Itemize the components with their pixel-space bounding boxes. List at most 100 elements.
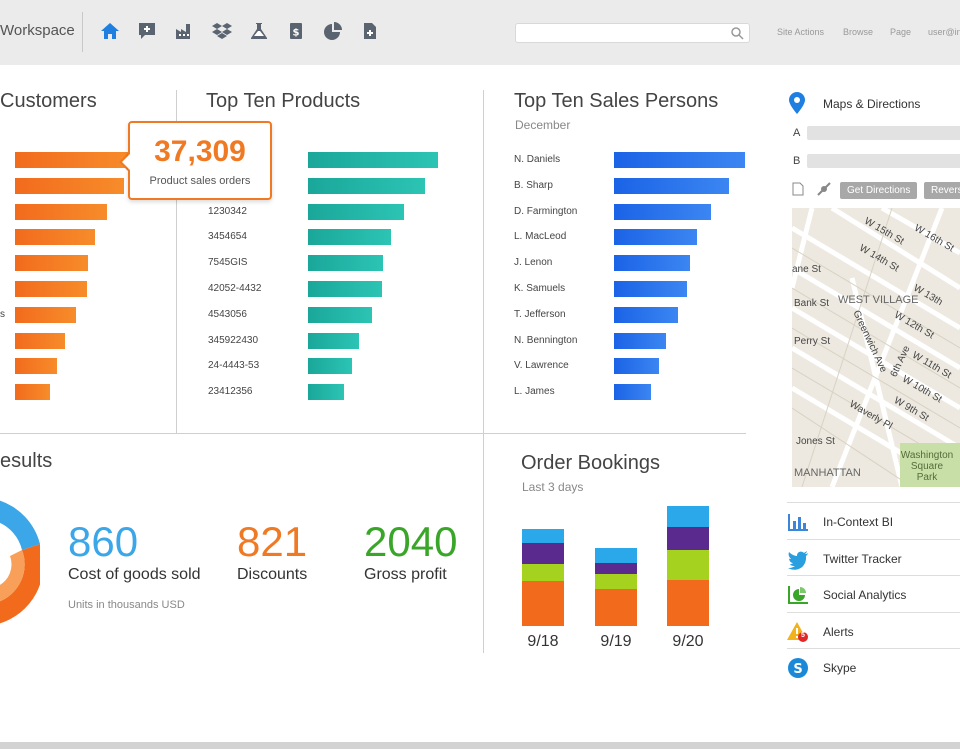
callout-label: Product sales orders — [149, 175, 251, 187]
search-box[interactable] — [515, 23, 750, 43]
app-twitter-tracker[interactable]: Twitter Tracker — [787, 539, 960, 576]
app-skype[interactable]: S Skype — [787, 648, 960, 685]
booking-date-label: 9/20 — [672, 633, 704, 650]
app-label: Social Analytics — [823, 588, 907, 602]
salesperson-bar[interactable] — [614, 229, 697, 246]
units-footnote: Units in thousands USD — [68, 599, 185, 611]
booking-bar-segment[interactable] — [522, 564, 564, 581]
salesperson-bar[interactable] — [614, 384, 651, 401]
booking-bar-segment[interactable] — [595, 589, 637, 626]
donut-segment-blue — [0, 500, 40, 550]
panel-divider — [176, 90, 177, 433]
app-label: Skype — [823, 661, 857, 675]
booking-bar-segment[interactable] — [522, 543, 564, 564]
booking-bar-segment[interactable] — [667, 550, 709, 580]
salesperson-bar[interactable] — [614, 177, 730, 194]
product-bar[interactable] — [308, 152, 438, 168]
product-bar[interactable] — [308, 203, 405, 220]
product-bar[interactable] — [308, 229, 392, 246]
user-link[interactable]: user@in — [928, 27, 960, 37]
bookings-subtitle: Last 3 days — [522, 480, 584, 494]
document-icon[interactable] — [359, 21, 381, 43]
dollar-document-icon[interactable]: $ — [285, 21, 307, 43]
booking-bar-segment[interactable] — [667, 506, 709, 527]
app-in-context-bi[interactable]: In-Context BI — [787, 502, 960, 539]
donut-inner-ring — [0, 550, 25, 602]
page-link[interactable]: Page — [890, 27, 912, 37]
app-alerts[interactable]: 5 Alerts — [787, 612, 960, 649]
salesperson-bar[interactable] — [614, 358, 659, 375]
reverse-button[interactable]: Revers — [924, 182, 960, 199]
customer-bar[interactable] — [15, 203, 108, 220]
donut-chart — [0, 500, 40, 624]
map-label: Perry St — [794, 336, 831, 347]
salesperson-label: L. MacLeod — [514, 231, 567, 243]
search-icon[interactable] — [730, 26, 744, 40]
get-directions-button[interactable]: Get Directions — [840, 182, 918, 199]
product-label: 24-4443-53 — [208, 360, 260, 372]
salesperson-bar[interactable] — [614, 203, 711, 220]
salespersons-title: Top Ten Sales Persons — [514, 90, 719, 112]
salesperson-bar[interactable] — [614, 152, 745, 168]
pie-chart-icon — [788, 586, 808, 604]
product-bar[interactable] — [308, 384, 345, 401]
customer-bar[interactable] — [15, 152, 133, 168]
workspace-title: Workspace — [0, 22, 75, 39]
booking-bar-segment[interactable] — [522, 529, 564, 543]
factory-icon[interactable] — [173, 21, 195, 43]
customer-bar[interactable] — [15, 177, 124, 194]
map-label: WEST VILLAGE — [838, 294, 919, 306]
top-bar: Workspace $ Site Actions Browse Page use… — [0, 0, 960, 65]
site-actions-link[interactable]: Site Actions — [777, 27, 825, 37]
street-map[interactable]: W 15th St W 16th St W 14th St ane St Ban… — [792, 208, 960, 487]
booking-bar-segment[interactable] — [667, 527, 709, 550]
product-bar[interactable] — [308, 332, 359, 349]
product-bar[interactable] — [308, 177, 425, 194]
warning-icon — [787, 622, 808, 642]
customer-bar[interactable] — [15, 255, 89, 272]
booking-bar-segment[interactable] — [595, 548, 637, 563]
pie-chart-icon[interactable] — [322, 21, 344, 43]
product-bar[interactable] — [308, 306, 372, 323]
dropbox-icon[interactable] — [211, 21, 233, 43]
customer-bar[interactable] — [15, 384, 51, 401]
product-label: 23412356 — [208, 386, 253, 398]
customer-bar[interactable] — [15, 306, 77, 323]
app-social-analytics[interactable]: Social Analytics — [787, 575, 960, 612]
salesperson-bar[interactable] — [614, 281, 688, 297]
salesperson-bar[interactable] — [614, 255, 690, 272]
salesperson-bar[interactable] — [614, 332, 667, 349]
products-title: Top Ten Products — [206, 90, 361, 112]
booking-bar-segment[interactable] — [522, 581, 564, 626]
browse-link[interactable]: Browse — [843, 27, 874, 37]
callout-value: 37,309 — [154, 135, 246, 168]
page-icon[interactable] — [792, 182, 804, 196]
add-comment-icon[interactable] — [136, 21, 158, 43]
product-label: 3454654 — [208, 231, 247, 243]
customer-bar[interactable] — [15, 332, 65, 349]
product-bar[interactable] — [308, 255, 384, 272]
donut-segment-orange — [0, 544, 40, 624]
search-input[interactable] — [516, 24, 726, 42]
product-bar[interactable] — [308, 358, 353, 375]
home-icon[interactable] — [99, 21, 121, 43]
salesperson-label: L. James — [514, 386, 555, 398]
point-b-input[interactable] — [807, 154, 960, 168]
booking-bar-segment[interactable] — [595, 574, 637, 589]
route-icon[interactable] — [816, 182, 832, 196]
salesperson-label: B. Sharp — [514, 179, 553, 191]
maps-title: Maps & Directions — [823, 97, 921, 111]
flask-icon[interactable] — [248, 21, 270, 43]
map-label: Washington Square Park — [900, 450, 954, 483]
row-divider — [0, 433, 746, 434]
booking-bar-segment[interactable] — [595, 563, 637, 574]
customer-bar[interactable] — [15, 281, 87, 297]
product-bar[interactable] — [308, 281, 383, 297]
salesperson-bar[interactable] — [614, 306, 679, 323]
panel-divider — [483, 90, 484, 653]
point-a-input[interactable] — [807, 126, 960, 140]
booking-bar-segment[interactable] — [667, 580, 709, 626]
cogs-value: 860 — [68, 518, 139, 565]
customer-bar[interactable] — [15, 229, 96, 246]
customer-bar[interactable] — [15, 358, 58, 375]
